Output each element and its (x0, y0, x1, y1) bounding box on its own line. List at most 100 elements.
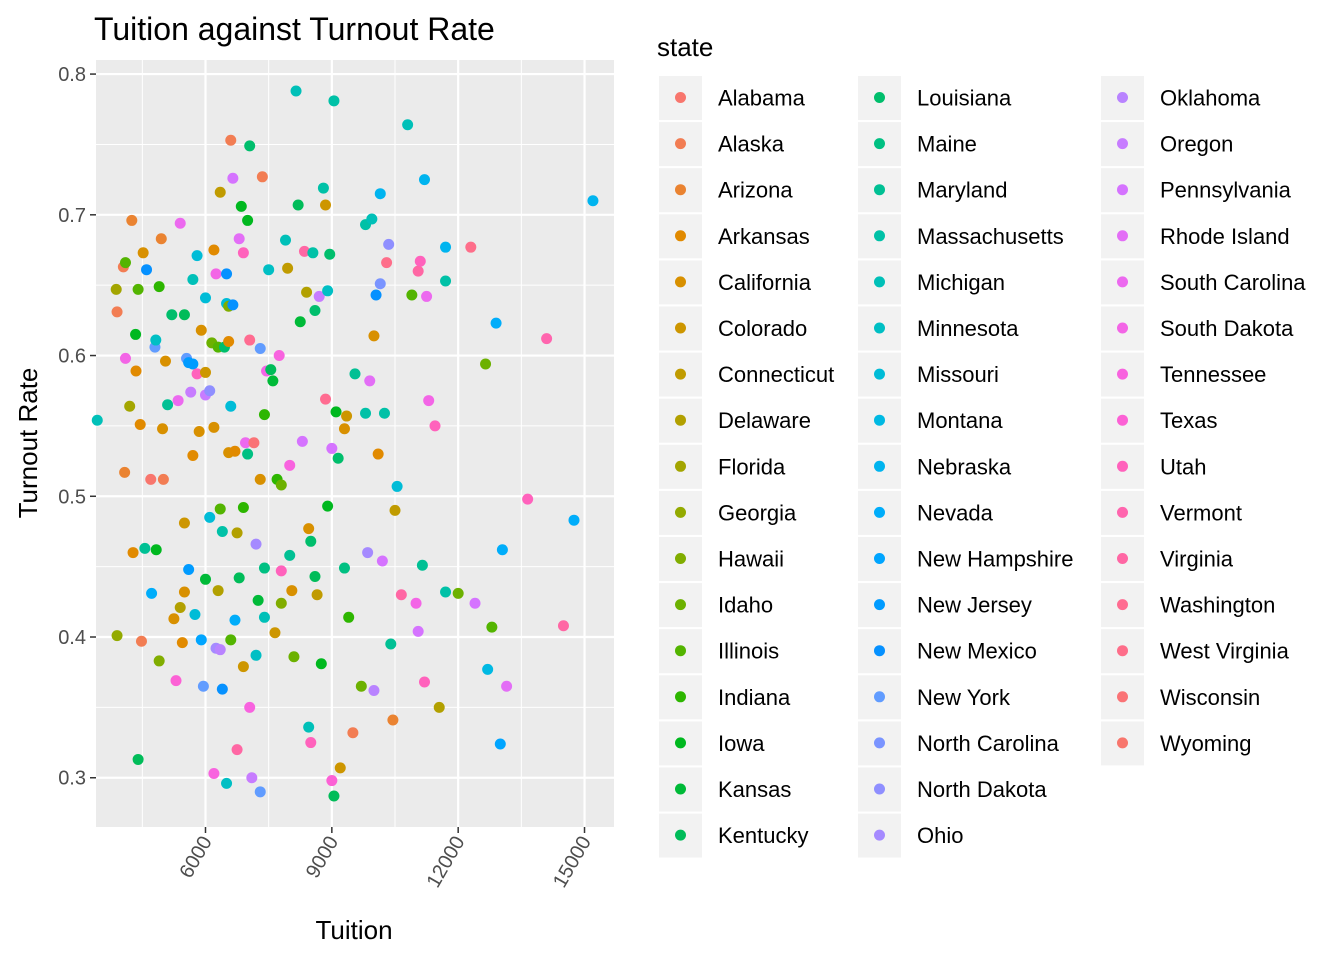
legend-item: Colorado (659, 306, 807, 351)
data-point (153, 281, 165, 293)
legend-label: West Virginia (1160, 639, 1290, 664)
data-point (282, 262, 294, 274)
legend-swatch (874, 829, 885, 841)
data-point (341, 410, 353, 422)
data-point (347, 727, 359, 739)
data-point (134, 419, 146, 431)
legend-label: Texas (1160, 408, 1217, 433)
data-point (315, 658, 327, 670)
x-tick-label: 15000 (549, 833, 596, 892)
data-point (421, 290, 433, 302)
legend-label: Utah (1160, 454, 1206, 479)
data-point (244, 140, 256, 152)
data-point (199, 573, 211, 585)
legend-label: Michigan (917, 270, 1005, 295)
data-point (212, 585, 224, 597)
legend-label: Kansas (718, 777, 791, 802)
data-point (313, 290, 325, 302)
legend-item: New Hampshire (858, 537, 1074, 581)
legend-swatch (675, 645, 686, 657)
data-point (469, 597, 481, 609)
data-point (127, 547, 139, 559)
legend-item: Kansas (659, 767, 791, 812)
legend-swatch (675, 92, 686, 103)
legend-swatch (1117, 737, 1128, 749)
x-axis: 6000 9000 12000 15000 (176, 827, 596, 892)
data-point (252, 594, 264, 606)
legend-item: Wisconsin (1101, 675, 1260, 720)
legend-swatch (1117, 506, 1128, 518)
legend-item: Oklahoma (1101, 76, 1261, 120)
legend-item: Idaho (659, 583, 773, 628)
data-point (391, 480, 403, 492)
data-point (288, 651, 300, 663)
data-point (258, 562, 270, 574)
plot-panel (96, 60, 614, 827)
data-point (195, 634, 207, 646)
legend-item: Pennsylvania (1101, 168, 1292, 213)
legend-item: Oregon (1101, 122, 1233, 167)
legend-label: Oregon (1160, 132, 1233, 157)
legend-label: North Carolina (917, 731, 1060, 756)
legend-swatch (675, 783, 686, 795)
legend-label: Iowa (718, 731, 765, 756)
data-point (231, 744, 243, 756)
data-point (366, 213, 378, 225)
legend-label: Hawaii (718, 547, 784, 572)
legend-swatch (1117, 276, 1128, 288)
y-tick-label: 0.4 (58, 627, 86, 649)
data-point (440, 275, 452, 287)
legend-swatch (1117, 230, 1128, 242)
legend-swatch (874, 92, 885, 103)
data-point (204, 385, 216, 397)
legend-item: New York (858, 675, 1011, 720)
data-point (496, 544, 508, 556)
data-point (225, 134, 237, 146)
data-point (303, 523, 315, 535)
data-point (91, 414, 103, 426)
legend-item: Missouri (858, 352, 999, 397)
data-point (157, 423, 169, 435)
legend-item: Maryland (858, 168, 1007, 213)
data-point (225, 400, 237, 412)
data-point (338, 423, 350, 435)
legend-swatch (1117, 322, 1128, 334)
legend-item: Minnesota (858, 306, 1019, 351)
data-point (227, 172, 239, 184)
legend-item: Louisiana (858, 76, 1012, 120)
legend-swatch (675, 368, 686, 380)
data-point (137, 247, 149, 259)
legend-swatch (1117, 599, 1128, 611)
legend-swatch (874, 368, 885, 380)
legend-item: Kentucky (659, 813, 809, 858)
legend-item: Delaware (659, 398, 811, 443)
legend-label: Oklahoma (1160, 86, 1261, 111)
data-point (490, 317, 502, 329)
data-point (328, 95, 340, 107)
data-point (286, 585, 298, 597)
legend-item: New Jersey (858, 583, 1032, 628)
legend-swatch (874, 599, 885, 611)
data-point (174, 601, 186, 613)
data-point (229, 445, 241, 457)
legend: Alabama Alaska Arizona Arkansas California Co… (659, 76, 1306, 858)
data-point (139, 542, 151, 554)
data-point (284, 459, 296, 471)
legend-swatch (874, 230, 885, 242)
legend-item: Nebraska (858, 444, 1012, 489)
legend-item: Montana (858, 398, 1003, 443)
data-point (187, 274, 199, 286)
legend-label: Tennessee (1160, 362, 1266, 387)
data-point (237, 502, 249, 514)
legend-label: Pennsylvania (1160, 178, 1292, 203)
y-tick-label: 0.5 (58, 486, 86, 508)
data-point (176, 637, 188, 649)
data-point (146, 587, 158, 599)
legend-swatch (675, 737, 686, 749)
data-point (166, 309, 178, 321)
legend-swatch (1117, 553, 1128, 564)
legend-label: Massachusetts (917, 224, 1064, 249)
data-point (227, 299, 239, 311)
data-point (376, 555, 388, 567)
